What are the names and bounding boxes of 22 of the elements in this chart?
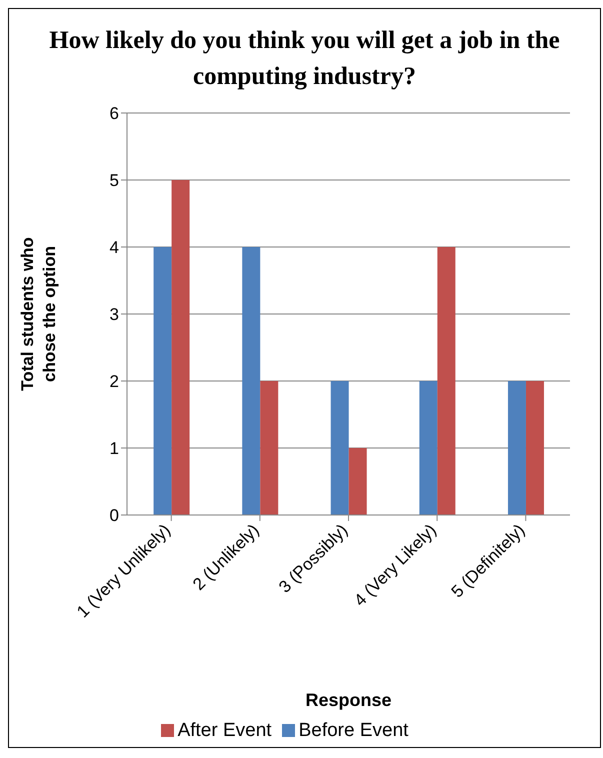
bar [154,247,172,515]
bar [348,448,367,515]
legend-label: Before Event [298,720,408,741]
bar [526,381,544,515]
bar [260,381,278,515]
bar [419,381,438,515]
y-tick-label: 5 [110,171,119,190]
x-axis-title: Response [305,690,392,710]
y-tick-label: 4 [110,238,119,258]
y-tick-label: 6 [110,104,119,124]
y-axis-title: Total students who chose the option [18,237,59,391]
y-tick-label: 1 [110,439,119,458]
chart-title: How likely do you think you will get a job in the computing industry? [48,26,561,92]
bar [330,381,349,515]
legend-label: After Event [178,720,272,741]
y-tick-label: 3 [110,305,119,324]
bar [508,381,526,515]
bar [172,180,190,515]
bar [242,247,260,515]
y-tick-label: 0 [110,506,119,526]
bar [437,247,456,515]
y-tick-label: 2 [110,372,119,392]
